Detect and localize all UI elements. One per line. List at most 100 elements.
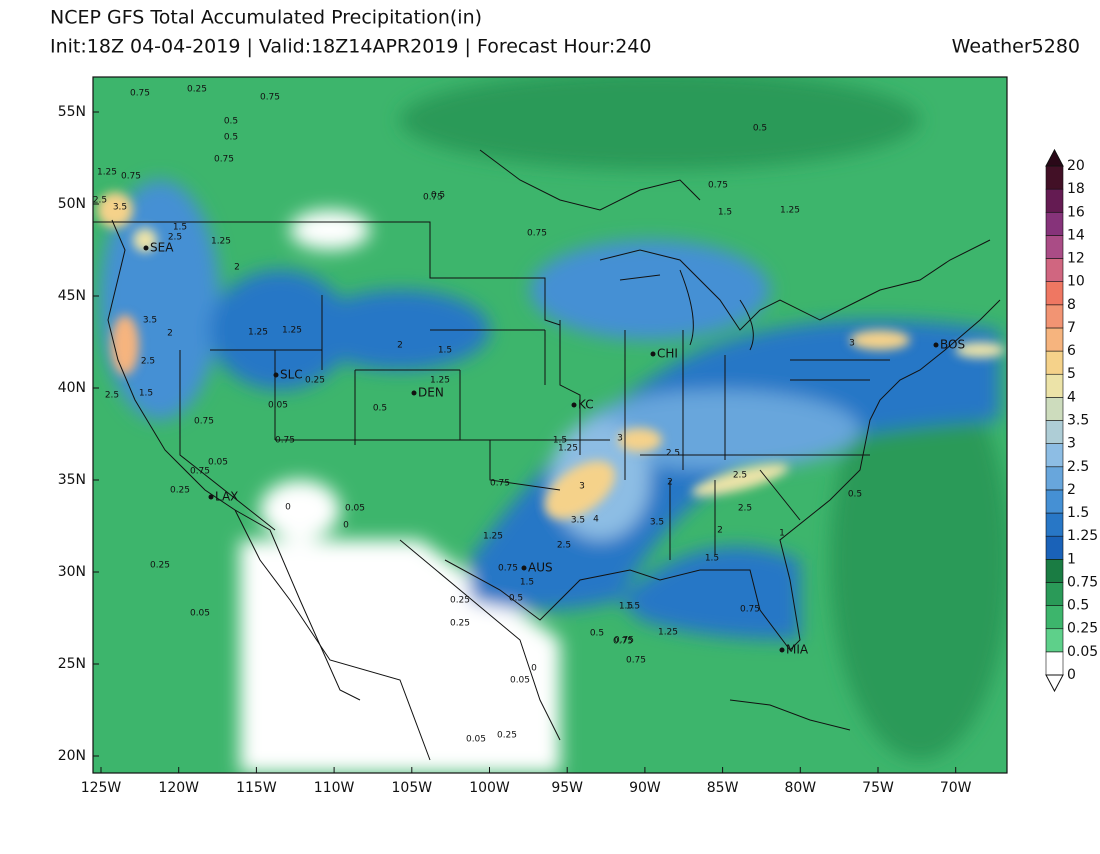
- colorbar-segment: [1045, 373, 1064, 398]
- city-label: MIA: [786, 643, 809, 657]
- contour-label: 2.5: [557, 541, 571, 551]
- colorbar: 0 0.05 0.25 0.5 0.75 1 1.25 1.5 2 2.5 3 3.5 4 5 6 7 8 10 1…: [1045, 148, 1098, 693]
- contour-label: 3.5: [571, 516, 585, 526]
- contour-label: 2.5: [168, 233, 182, 243]
- contour-label: 2.5: [738, 504, 752, 514]
- colorbar-segment: [1045, 420, 1064, 444]
- city-marker: [411, 390, 417, 396]
- city-marker: [521, 565, 527, 571]
- colorbar-label: 1.5: [1067, 505, 1089, 521]
- y-tick-label: 50N: [58, 196, 86, 212]
- contour-label: 1.5: [139, 389, 153, 399]
- colorbar-segment: [1045, 559, 1064, 583]
- precip-maxima: [97, 192, 1005, 520]
- contour-label: 0.75: [423, 193, 443, 203]
- contour-label: 2: [167, 329, 173, 339]
- contour-label: 2.5: [141, 357, 155, 367]
- y-tick-label: 40N: [58, 380, 86, 396]
- colorbar-label: 2.5: [1067, 459, 1089, 475]
- contour-label: 1.25: [211, 237, 231, 247]
- contour-label: 0.5: [431, 191, 445, 201]
- city-label: CHI: [657, 347, 678, 361]
- brand: Weather5280: [952, 36, 1080, 58]
- x-tick-label: 85W: [707, 780, 739, 796]
- contour-label: 2: [717, 526, 723, 536]
- city-marker: [273, 372, 279, 378]
- y-tick-label: 30N: [58, 564, 86, 580]
- subtitle: Init:18Z 04-04-2019 | Valid:18Z14APR2019…: [50, 36, 652, 58]
- city-label: SLC: [280, 368, 303, 382]
- contour-label: 0.25: [150, 561, 170, 571]
- colorbar-segment: [1045, 188, 1064, 213]
- contour-label: 3: [849, 339, 855, 349]
- contour-label: 2: [234, 263, 240, 273]
- city-marker: [933, 342, 939, 348]
- x-tick-label: 105W: [392, 780, 433, 796]
- x-tick-label: 110W: [314, 780, 355, 796]
- colorbar-label: 1.25: [1067, 528, 1098, 544]
- colorbar-segment: [1045, 489, 1064, 514]
- contour-label: 1.5: [626, 602, 640, 612]
- contour-label: 2.5: [666, 449, 680, 459]
- city-label: DEN: [418, 386, 444, 400]
- contour-label: 0.25: [450, 619, 470, 629]
- contour-label: 2.5: [733, 471, 747, 481]
- contour-label: 0.75: [527, 229, 547, 239]
- contour-label: 0.05: [190, 609, 210, 619]
- colorbar-segment: [1045, 350, 1064, 375]
- contour-label: 0.25: [305, 376, 325, 386]
- y-tick-label: 45N: [58, 288, 86, 304]
- title: NCEP GFS Total Accumulated Precipitation…: [50, 7, 482, 29]
- x-tick-label: 75W: [862, 780, 894, 796]
- contour-label: 0.05: [466, 735, 486, 745]
- contour-label: 0.75: [130, 89, 150, 99]
- contour-label: 1.5: [438, 346, 452, 356]
- y-tick-label: 20N: [58, 748, 86, 764]
- x-tick-label: 100W: [469, 780, 510, 796]
- city-marker: [143, 245, 149, 251]
- contour-label: 4: [593, 515, 599, 525]
- contour-label: 0.75: [613, 637, 633, 647]
- contour-label: 1.25: [248, 328, 268, 338]
- colorbar-label: 18: [1067, 181, 1085, 197]
- colorbar-label: 20: [1067, 158, 1085, 174]
- contour-label: 2.5: [93, 196, 107, 206]
- colorbar-label: 3.5: [1067, 413, 1089, 429]
- contour-label: 3: [579, 482, 585, 492]
- contour-label: 1.5: [553, 436, 567, 446]
- city-marker: [208, 494, 214, 500]
- y-tick-label: 35N: [58, 472, 86, 488]
- contour-label: 0.75: [740, 605, 760, 615]
- contour-label: 1.5: [718, 208, 732, 218]
- colorbar-label: 0: [1067, 667, 1076, 683]
- contour-label: 0.25: [187, 85, 207, 95]
- x-tick-label: 80W: [784, 780, 816, 796]
- city-label: KC: [578, 398, 594, 412]
- contour-label: 0.5: [373, 404, 387, 414]
- contour-label: 2: [667, 478, 673, 488]
- colorbar-segment: [1045, 258, 1064, 282]
- contour-label: 0.5: [848, 490, 862, 500]
- contour-label: 1.5: [520, 578, 534, 588]
- colorbar-label: 0.75: [1067, 574, 1098, 590]
- city-label: AUS: [528, 561, 553, 575]
- colorbar-label: 12: [1067, 251, 1085, 267]
- city-label: BOS: [940, 338, 965, 352]
- contour-label: 0.05: [345, 504, 365, 514]
- colorbar-label: 10: [1067, 274, 1085, 290]
- contour-label: 1.5: [173, 223, 187, 233]
- contour-label: 0.75: [190, 467, 210, 477]
- colorbar-label: 8: [1067, 297, 1076, 313]
- contour-label: 0.75: [498, 564, 518, 574]
- colorbar-label: 16: [1067, 204, 1085, 220]
- contour-label: 0.5: [509, 594, 523, 604]
- colorbar-segment: [1045, 628, 1064, 653]
- axis-ticks: 125W 120W 115W 110W 105W 100W 95W 90W 85W 80W 75W 7…: [58, 104, 972, 796]
- x-tick-label: 115W: [236, 780, 277, 796]
- x-tick-label: 125W: [81, 780, 122, 796]
- contour-label: 1.25: [483, 532, 503, 542]
- map-field: [93, 77, 1007, 773]
- colorbar-segment: [1045, 281, 1064, 306]
- colorbar-label: 0.05: [1067, 644, 1098, 660]
